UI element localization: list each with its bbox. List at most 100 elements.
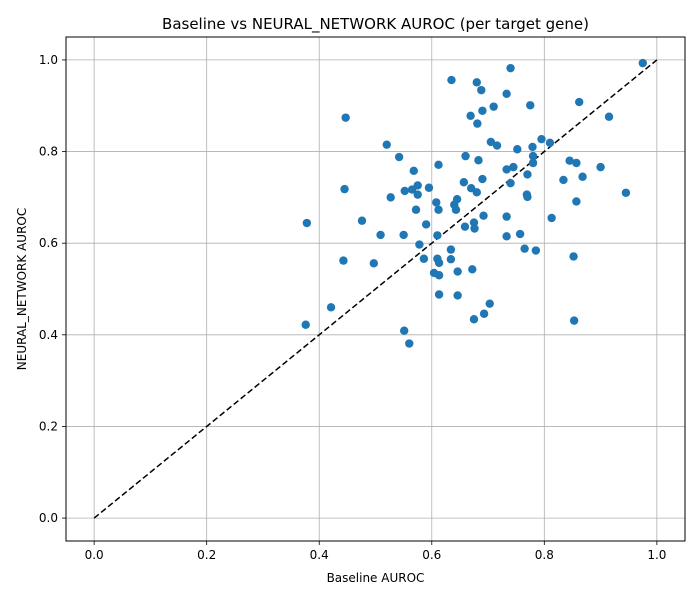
data-point xyxy=(468,265,477,274)
data-point xyxy=(415,240,424,249)
data-point xyxy=(447,75,456,85)
data-points xyxy=(301,58,647,348)
data-point xyxy=(394,152,404,162)
chart-title: Baseline vs NEURAL_NETWORK AUROC (per ta… xyxy=(162,15,589,34)
data-point xyxy=(446,245,456,254)
data-point xyxy=(451,205,461,214)
y-tick-label: 0.8 xyxy=(39,145,58,159)
data-point xyxy=(506,178,515,188)
data-point xyxy=(434,160,443,170)
data-point xyxy=(477,85,486,95)
data-point xyxy=(621,188,631,197)
data-point xyxy=(523,170,532,179)
data-point xyxy=(506,63,515,73)
data-point xyxy=(461,151,470,161)
data-point xyxy=(572,197,581,206)
reference-diagonal xyxy=(93,59,658,519)
data-point xyxy=(528,142,537,152)
data-point xyxy=(413,190,422,199)
data-point xyxy=(407,185,417,194)
y-tick-label: 0.2 xyxy=(39,419,58,433)
data-point xyxy=(520,244,529,253)
data-point xyxy=(537,134,546,144)
data-point xyxy=(578,172,587,181)
data-point xyxy=(434,258,444,268)
x-tick-label: 0.2 xyxy=(197,548,216,562)
data-point xyxy=(453,267,462,276)
data-point xyxy=(575,97,584,107)
data-point xyxy=(421,220,431,229)
plot-frame xyxy=(65,36,686,542)
data-point xyxy=(565,156,574,165)
data-point xyxy=(357,216,367,225)
data-point xyxy=(545,138,555,148)
data-point xyxy=(433,231,442,240)
data-point xyxy=(474,156,483,165)
data-point xyxy=(473,119,482,128)
data-point xyxy=(515,229,525,239)
data-point xyxy=(528,158,538,168)
data-point xyxy=(596,162,605,172)
data-point xyxy=(478,106,487,115)
data-point xyxy=(569,252,578,261)
data-point xyxy=(472,188,481,197)
reference-line xyxy=(93,59,658,519)
x-tick-label: 0.4 xyxy=(310,548,329,562)
data-point xyxy=(469,315,479,324)
data-point xyxy=(424,183,434,192)
data-point xyxy=(434,271,444,280)
data-point xyxy=(513,145,522,154)
data-point xyxy=(340,184,349,194)
data-point xyxy=(572,158,581,168)
data-point xyxy=(502,165,511,174)
data-point xyxy=(419,254,429,263)
data-point xyxy=(302,218,312,228)
data-point xyxy=(502,89,511,99)
data-point xyxy=(559,175,568,185)
data-point xyxy=(479,309,489,318)
x-axis-ticks: 0.0 0.2 0.4 0.6 0.8 1.0 xyxy=(85,541,666,562)
y-tick-label: 0.6 xyxy=(39,236,58,250)
y-tick-label: 0.4 xyxy=(39,328,58,342)
data-point xyxy=(459,178,469,187)
data-point xyxy=(638,58,647,68)
data-point xyxy=(399,326,409,335)
data-point xyxy=(434,205,443,214)
data-point xyxy=(326,303,336,312)
data-point xyxy=(466,111,475,121)
data-point xyxy=(502,232,511,241)
data-point xyxy=(405,339,414,348)
grid-lines xyxy=(66,37,685,541)
data-point xyxy=(453,291,462,300)
data-point xyxy=(531,246,541,255)
y-tick-label: 1.0 xyxy=(39,53,58,67)
y-axis-ticks: 0.0 0.2 0.4 0.6 0.8 1.0 xyxy=(39,53,66,525)
data-point xyxy=(369,259,379,268)
data-point xyxy=(376,230,385,240)
data-point xyxy=(411,205,421,214)
data-point xyxy=(409,166,418,175)
data-point xyxy=(569,316,579,325)
data-point xyxy=(526,101,535,110)
data-point xyxy=(485,299,494,308)
data-point xyxy=(472,78,481,87)
data-point xyxy=(604,112,614,121)
y-axis-label: NEURAL_NETWORK AUROC xyxy=(15,208,29,370)
data-point xyxy=(434,290,444,299)
data-point xyxy=(301,320,310,329)
x-tick-label: 0.6 xyxy=(422,548,441,562)
x-tick-label: 0.0 xyxy=(85,548,104,562)
data-point xyxy=(446,255,456,264)
data-point xyxy=(478,174,487,184)
data-point xyxy=(509,162,518,172)
data-point xyxy=(528,151,538,161)
data-point xyxy=(341,113,350,122)
data-point xyxy=(523,192,532,202)
data-point xyxy=(470,224,479,233)
data-point xyxy=(432,198,441,207)
x-tick-label: 1.0 xyxy=(647,548,666,562)
data-point xyxy=(547,213,556,223)
data-point xyxy=(400,186,409,196)
data-point xyxy=(492,141,502,150)
